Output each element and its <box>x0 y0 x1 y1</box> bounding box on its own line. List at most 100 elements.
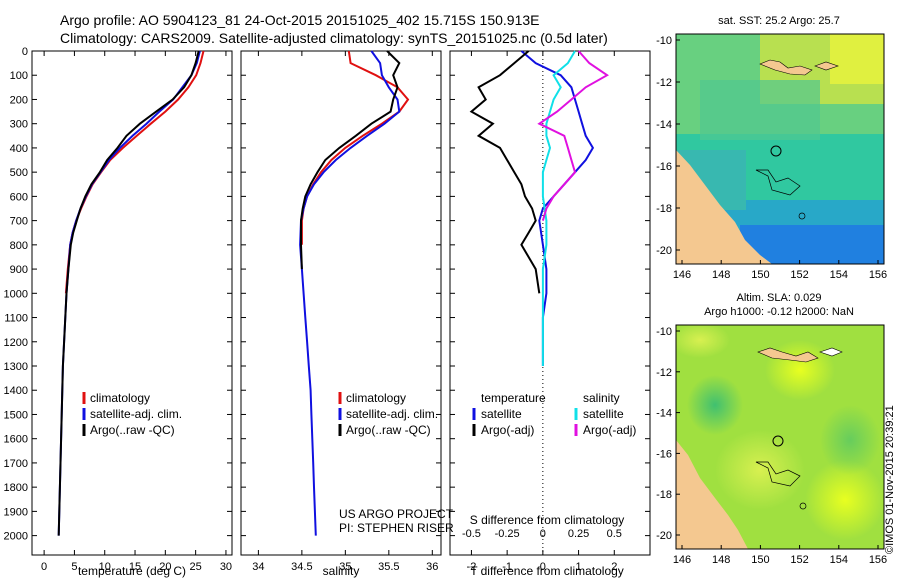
legend-label-climatology: climatology <box>346 391 406 405</box>
salinity-plot: 34 34.5 35 35.5 36 <box>241 50 441 573</box>
map-y-tick-label: -20 <box>656 245 672 257</box>
y-tick-label: 1700 <box>4 458 28 470</box>
y-tick-label: 900 <box>10 264 28 276</box>
x-tick-label: 35 <box>339 561 351 573</box>
x-tick-label: 10 <box>99 561 111 573</box>
map-x-tick-label: 146 <box>673 269 691 281</box>
y-tick-label: 600 <box>10 191 28 203</box>
y-tick-label: 1000 <box>4 288 28 300</box>
x-tick-label: 0 <box>41 561 47 573</box>
map-y-tick-label: -18 <box>656 203 672 215</box>
map-y-tick-label: -20 <box>656 530 672 542</box>
y-tick-label: 1800 <box>4 482 28 494</box>
series-s-argo-adj- <box>537 50 609 221</box>
legend-header-temperature: temperature <box>481 391 546 405</box>
header-line-1: Argo profile: AO 5904123_81 24-Oct-2015 … <box>60 12 540 28</box>
s-diff-tick-label: 0.5 <box>607 528 622 540</box>
legend-label-s-argo: Argo(-adj) <box>583 423 636 437</box>
x-tick-label: 34 <box>252 561 264 573</box>
map-y-tick-label: -14 <box>656 408 672 420</box>
map-x-tick-label: 146 <box>673 554 691 566</box>
y-tick-label: 1900 <box>4 506 28 518</box>
x-tick-label: -1 <box>502 561 512 573</box>
x-tick-label: 15 <box>129 561 141 573</box>
map-x-tick-label: 150 <box>751 554 769 566</box>
s-diff-tick-label: -0.25 <box>495 528 520 540</box>
y-tick-label: 0 <box>22 46 28 58</box>
series-t-argo-adj- <box>469 50 541 294</box>
x-tick-label: 5 <box>71 561 77 573</box>
sst-map-title: sat. SST: 25.2 Argo: 25.7 <box>718 15 840 27</box>
pi-annotation: PI: STEPHEN RISER <box>339 521 454 535</box>
temperature-legend: climatology satellite-adj. clim. Argo(..… <box>82 391 182 437</box>
x-tick-label: 36 <box>426 561 438 573</box>
t-difference-x-label: T difference from climatology <box>470 564 624 578</box>
legend-label-argo: Argo(..raw -QC) <box>346 423 431 437</box>
y-tick-label: 400 <box>10 143 28 155</box>
difference-legend: temperature salinity satellite Argo(-adj… <box>472 391 636 437</box>
temperature-x-label: temperature (deg C) <box>78 564 186 578</box>
x-tick-label: 20 <box>159 561 171 573</box>
y-tick-label: 100 <box>10 70 28 82</box>
temperature-plot: 0100200300400500600700800900100011001200… <box>4 46 233 573</box>
series-satellite-adj-clim- <box>57 50 201 536</box>
land-mass <box>676 150 772 264</box>
difference-panel-frame <box>449 50 651 556</box>
x-tick-label: 30 <box>220 561 232 573</box>
legend-label-satellite: satellite-adj. clim. <box>90 407 182 421</box>
map-x-tick-label: 152 <box>790 269 808 281</box>
y-tick-label: 1100 <box>4 313 28 325</box>
legend-label-argo: Argo(..raw -QC) <box>90 423 175 437</box>
map-x-tick-label: 154 <box>830 269 848 281</box>
map-y-tick-label: -12 <box>656 77 672 89</box>
map-x-tick-label: 148 <box>712 554 730 566</box>
x-tick-label: 0 <box>540 561 546 573</box>
sla-map-title-2: Argo h1000: -0.12 h2000: NaN <box>704 306 854 318</box>
s-difference-x-label: S difference from climatology <box>470 513 625 527</box>
x-tick-label: 35.5 <box>378 561 399 573</box>
y-tick-label: 1300 <box>4 361 28 373</box>
series-climatology <box>300 50 410 245</box>
series-argo-raw-qc- <box>300 50 401 270</box>
legend-label-satellite: satellite-adj. clim. <box>346 407 438 421</box>
salinity-legend: climatology satellite-adj. clim. Argo(..… <box>338 391 454 535</box>
map-y-tick-label: -16 <box>656 448 672 460</box>
legend-label-s-satellite: satellite <box>583 407 624 421</box>
map-x-tick-label: 148 <box>712 269 730 281</box>
y-tick-label: 1500 <box>4 409 28 421</box>
salinity-x-label: salinity <box>323 564 360 578</box>
map-x-tick-label: 156 <box>869 269 887 281</box>
map-y-tick-label: -10 <box>656 326 672 338</box>
legend-label-t-satellite: satellite <box>481 407 522 421</box>
y-tick-label: 1400 <box>4 385 28 397</box>
header-line-2: Climatology: CARS2009. Satellite-adjuste… <box>60 30 608 46</box>
map-x-tick-label: 150 <box>751 269 769 281</box>
series-satellite-adj-clim- <box>299 50 401 536</box>
x-tick-label: -2 <box>467 561 477 573</box>
y-tick-label: 200 <box>10 94 28 106</box>
temperature-panel-frame <box>31 50 233 556</box>
x-tick-label: 2 <box>611 561 617 573</box>
map-x-tick-label: 152 <box>790 554 808 566</box>
difference-plot: -2 -1 0 1 2 -0.5 -0.25 0 0.25 0.5 <box>450 50 650 573</box>
y-tick-label: 2000 <box>4 531 28 543</box>
sst-map: sat. SST: 25.2 Argo: 25.7 146 148 150 152 15… <box>656 15 887 281</box>
y-tick-label: 700 <box>10 216 28 228</box>
map-y-tick-label: -18 <box>656 489 672 501</box>
s-diff-tick-label: 0.25 <box>568 528 589 540</box>
map-y-tick-label: -14 <box>656 119 672 131</box>
y-tick-label: 1200 <box>4 337 28 349</box>
x-tick-label: 1 <box>576 561 582 573</box>
sla-map: Altim. SLA: 0.029 Argo h1000: -0.12 h200… <box>656 292 887 566</box>
map-x-tick-label: 156 <box>869 554 887 566</box>
map-y-tick-label: -10 <box>656 35 672 47</box>
legend-header-salinity: salinity <box>583 391 620 405</box>
map-y-tick-label: -12 <box>656 367 672 379</box>
x-tick-label: 25 <box>190 561 202 573</box>
y-tick-label: 800 <box>10 240 28 252</box>
y-tick-label: 300 <box>10 119 28 131</box>
legend-label-t-argo: Argo(-adj) <box>481 423 534 437</box>
salinity-panel-frame <box>240 50 442 556</box>
map-x-tick-label: 154 <box>830 554 848 566</box>
